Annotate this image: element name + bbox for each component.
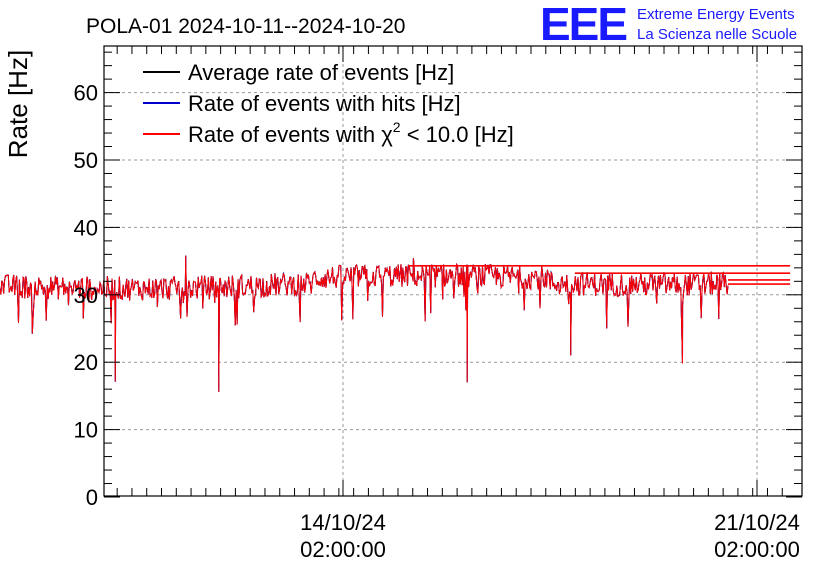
y-axis-label: Rate [Hz] [3, 50, 33, 158]
x-tick-label-time: 02:00:00 [300, 537, 386, 562]
axis-ticks [104, 46, 802, 498]
y-tick-label: 30 [74, 283, 98, 308]
logo-line-1: Extreme Energy Events [637, 6, 795, 23]
y-tick-label: 60 [74, 81, 98, 106]
y-tick-labels: 0 10 20 30 40 50 60 [74, 81, 98, 510]
legend-label-average: Average rate of events [Hz] [188, 60, 454, 85]
grid-lines [104, 46, 802, 496]
y-tick-label: 0 [86, 485, 98, 510]
legend-label-chi2: Rate of events with χ2 < 10.0 [Hz] [188, 119, 514, 147]
legend: Average rate of events [Hz] Rate of even… [143, 60, 514, 147]
y-tick-label: 40 [74, 215, 98, 240]
legend-chi2-suffix: < 10.0 [Hz] [401, 122, 514, 147]
legend-label-hits: Rate of events with hits [Hz] [188, 91, 461, 116]
logo-line-2: La Scienza nelle Scuole [637, 26, 797, 43]
y-tick-label: 50 [74, 148, 98, 173]
plot-frame [103, 45, 803, 497]
logo-mark: EEE [540, 0, 626, 50]
x-tick-label-date: 21/10/24 [714, 510, 800, 535]
x-tick-label-time: 02:00:00 [714, 537, 800, 562]
series-chi2-rate [0, 255, 729, 392]
legend-chi2-symbol: χ [381, 122, 393, 147]
x-tick-label-date: 14/10/24 [300, 510, 386, 535]
y-tick-label: 20 [74, 350, 98, 375]
plot-area [0, 255, 791, 392]
legend-chi2-superscript: 2 [393, 119, 401, 135]
legend-chi2-prefix: Rate of events with [188, 122, 381, 147]
y-tick-label: 10 [74, 418, 98, 443]
chart-title: POLA-01 2024-10-11--2024-10-20 [86, 15, 405, 38]
eee-logo: EEE Extreme Energy Events La Scienza nel… [540, 0, 797, 50]
